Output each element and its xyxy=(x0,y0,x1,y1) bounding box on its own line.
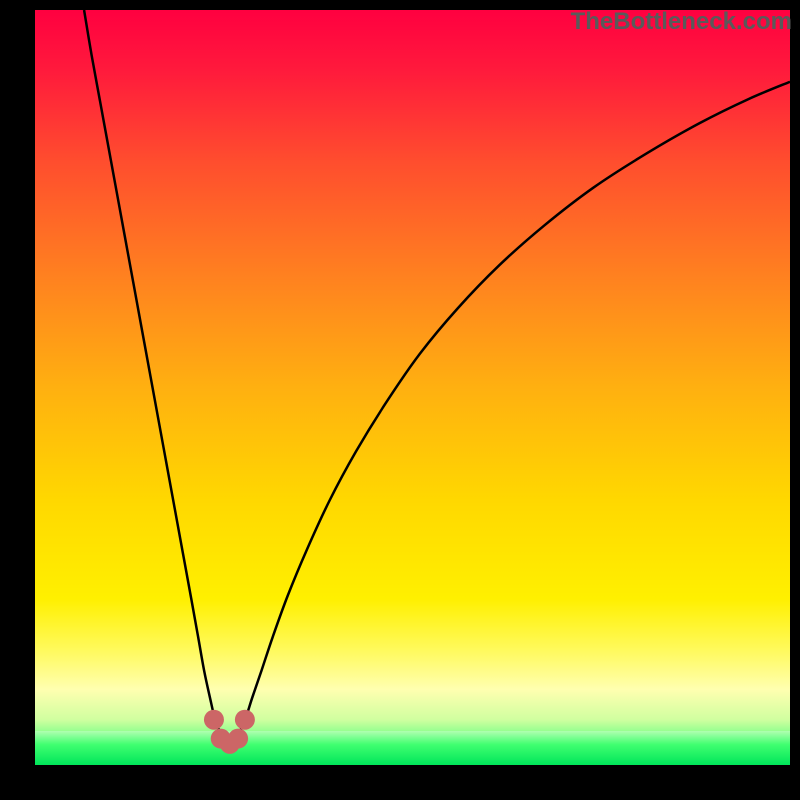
plot-area xyxy=(35,10,790,765)
curve-left xyxy=(84,10,221,733)
watermark: TheBottleneck.com xyxy=(571,8,792,36)
marker-dot xyxy=(204,710,224,730)
marker-dot xyxy=(235,710,255,730)
curve-layer xyxy=(35,10,790,765)
curve-right xyxy=(239,82,790,734)
minimum-marker xyxy=(204,710,255,754)
marker-dot xyxy=(228,729,248,749)
